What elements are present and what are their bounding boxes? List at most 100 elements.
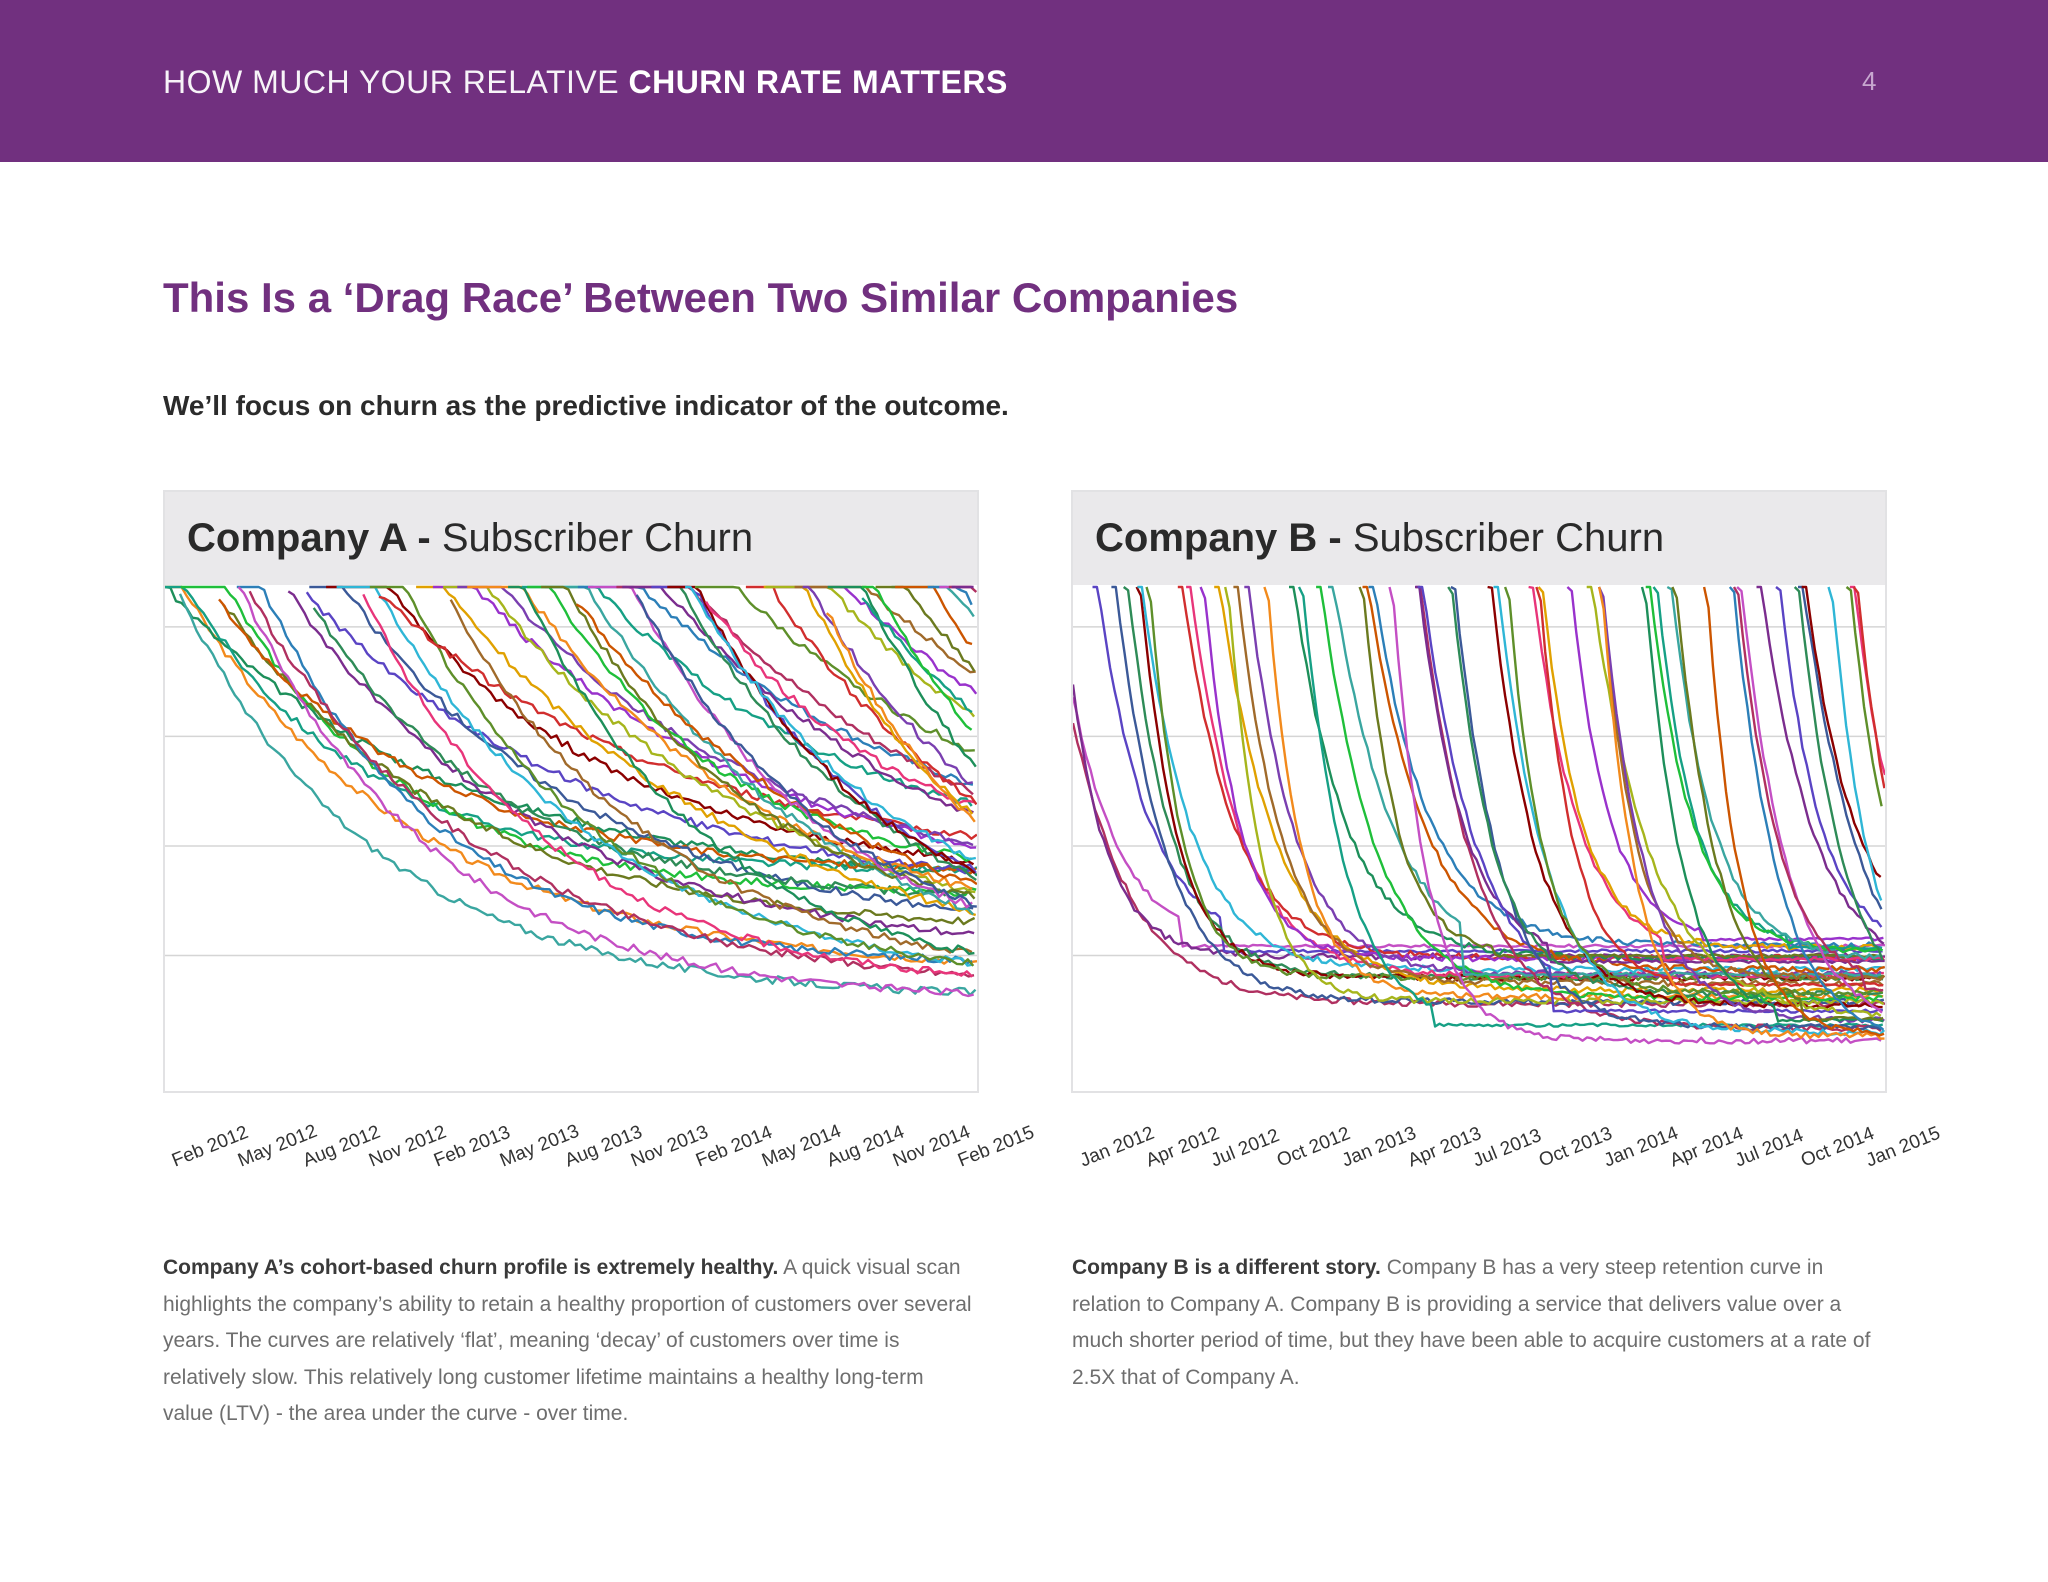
chart-panel-company-b: Company B - Subscriber Churn xyxy=(1071,490,1887,1093)
cohort-line xyxy=(1415,585,1882,1033)
cohort-line xyxy=(705,601,976,805)
cohort-line xyxy=(1566,586,1884,942)
cohort-line xyxy=(165,585,977,874)
cohort-line xyxy=(1244,585,1882,979)
cohort-line xyxy=(416,585,977,917)
cohort-line xyxy=(165,585,977,965)
cohort-line xyxy=(1233,585,1884,988)
cohort-line xyxy=(527,585,973,862)
x-axis-ticks-company-a: Feb 2012 May 2012 Aug 2012 Nov 2012 Feb 2013… xyxy=(163,1112,1037,1172)
cohort-line xyxy=(541,585,976,900)
cohort-line xyxy=(1852,586,1885,789)
cohort-line xyxy=(1415,585,1885,965)
x-tick-label: Jan 2015 xyxy=(1863,1122,1944,1172)
cohort-line xyxy=(1535,586,1884,988)
cohort-line xyxy=(180,585,977,897)
cohort-line xyxy=(1358,586,1883,959)
x-tick-label: Jan 2013 xyxy=(1339,1122,1420,1172)
cohort-line xyxy=(236,585,973,965)
page-number: 4 xyxy=(1862,66,1877,96)
cohort-line xyxy=(685,585,977,861)
cohort-line xyxy=(1598,586,1885,982)
x-tick-label: Jan 2014 xyxy=(1601,1122,1682,1172)
x-tick-label: Apr 2014 xyxy=(1666,1123,1746,1172)
cohort-line xyxy=(1537,586,1881,951)
cohort-line xyxy=(1111,585,1885,1006)
cohort-line xyxy=(635,594,977,908)
chart-company-name: Company B - xyxy=(1095,516,1342,560)
cohort-line xyxy=(221,603,976,926)
x-axis-ticks-company-b: Jan 2012 Apr 2012 Jul 2012 Oct 2012 Jan 2013… xyxy=(1071,1112,1943,1172)
cohort-line xyxy=(1137,585,1884,974)
cohort-line xyxy=(312,607,973,898)
cohort-line xyxy=(1640,586,1884,1023)
cohort-line xyxy=(1775,586,1883,928)
cohort-line xyxy=(1388,586,1882,1045)
cohort-line xyxy=(1316,585,1883,1002)
chart-title-company-a: Company A - Subscriber Churn xyxy=(187,516,753,561)
cohort-line xyxy=(802,585,974,785)
header-title-bold: CHURN RATE MATTERS xyxy=(628,64,1008,100)
x-tick-label: Jan 2012 xyxy=(1077,1122,1158,1172)
cohort-line xyxy=(1736,586,1883,1014)
chart-company-name: Company A - xyxy=(187,516,431,560)
cohort-line xyxy=(861,597,973,714)
x-tick-label: Oct 2013 xyxy=(1535,1123,1615,1172)
cohort-line xyxy=(545,585,974,916)
cohort-line xyxy=(1598,586,1885,1040)
x-tick-label: Apr 2012 xyxy=(1142,1123,1222,1172)
cohort-line xyxy=(895,585,973,646)
x-tick-label: Oct 2014 xyxy=(1797,1123,1877,1172)
cohort-line xyxy=(1528,585,1885,962)
x-tick-label: Jul 2013 xyxy=(1470,1125,1545,1172)
cohort-line xyxy=(1186,585,1884,980)
header-title-light: HOW MUCH YOUR RELATIVE xyxy=(163,64,620,100)
x-tick-label: Oct 2012 xyxy=(1273,1123,1353,1172)
cohort-line xyxy=(622,585,974,814)
cohort-line xyxy=(443,585,976,894)
cohort-line xyxy=(588,585,973,909)
cohort-line xyxy=(577,585,974,786)
cohort-line xyxy=(1362,585,1885,974)
cohort-line xyxy=(1756,585,1885,945)
cohort-line xyxy=(668,585,977,881)
cohort-line xyxy=(827,585,977,768)
cohort-line xyxy=(861,585,973,731)
cohort-line xyxy=(449,599,973,954)
cohort-line xyxy=(237,586,974,998)
cohort-line xyxy=(695,585,975,752)
cohort-line xyxy=(1793,586,1884,961)
description-company-b: Company B is a different story. Company … xyxy=(1072,1250,1887,1396)
chart-header-company-a: Company A - Subscriber Churn xyxy=(165,492,977,585)
cohort-line xyxy=(575,603,977,886)
description-lead: Company B is a different story. xyxy=(1072,1256,1381,1279)
cohort-line xyxy=(1827,586,1883,901)
cohort-line xyxy=(1702,586,1885,1037)
chart-title-company-b: Company B - Subscriber Churn xyxy=(1095,516,1664,561)
page-title: This Is a ‘Drag Race’ Between Two Simila… xyxy=(163,274,1239,321)
cohort-line xyxy=(362,593,974,978)
cohort-line xyxy=(248,590,975,978)
description-body: A quick visual scan highlights the compa… xyxy=(163,1256,972,1425)
x-tick-label: Jul 2012 xyxy=(1208,1125,1283,1172)
page-header: HOW MUCH YOUR RELATIVE CHURN RATE MATTER… xyxy=(0,0,2048,162)
churn-chart-company-a xyxy=(165,585,977,998)
cohort-line xyxy=(825,612,976,823)
cohort-line xyxy=(508,585,975,955)
description-lead: Company A’s cohort-based churn profile i… xyxy=(163,1256,779,1279)
cohort-line xyxy=(1652,586,1882,951)
cohort-line xyxy=(178,593,977,997)
cohort-line xyxy=(1732,586,1884,992)
cohort-line xyxy=(1487,585,1883,1010)
cohort-line xyxy=(1845,586,1883,807)
cohort-line xyxy=(309,585,974,911)
page-subtitle: We’ll focus on churn as the predictive i… xyxy=(163,390,1009,421)
chart-metric-name: Subscriber Churn xyxy=(1352,516,1665,560)
cohort-line xyxy=(1493,585,1885,1037)
cohort-line xyxy=(1297,586,1884,1028)
cohort-line xyxy=(875,585,976,672)
chart-metric-name: Subscriber Churn xyxy=(441,516,754,560)
x-tick-label: Apr 2013 xyxy=(1404,1123,1484,1172)
cohort-line xyxy=(773,585,977,695)
cohort-line xyxy=(1450,585,1882,1031)
